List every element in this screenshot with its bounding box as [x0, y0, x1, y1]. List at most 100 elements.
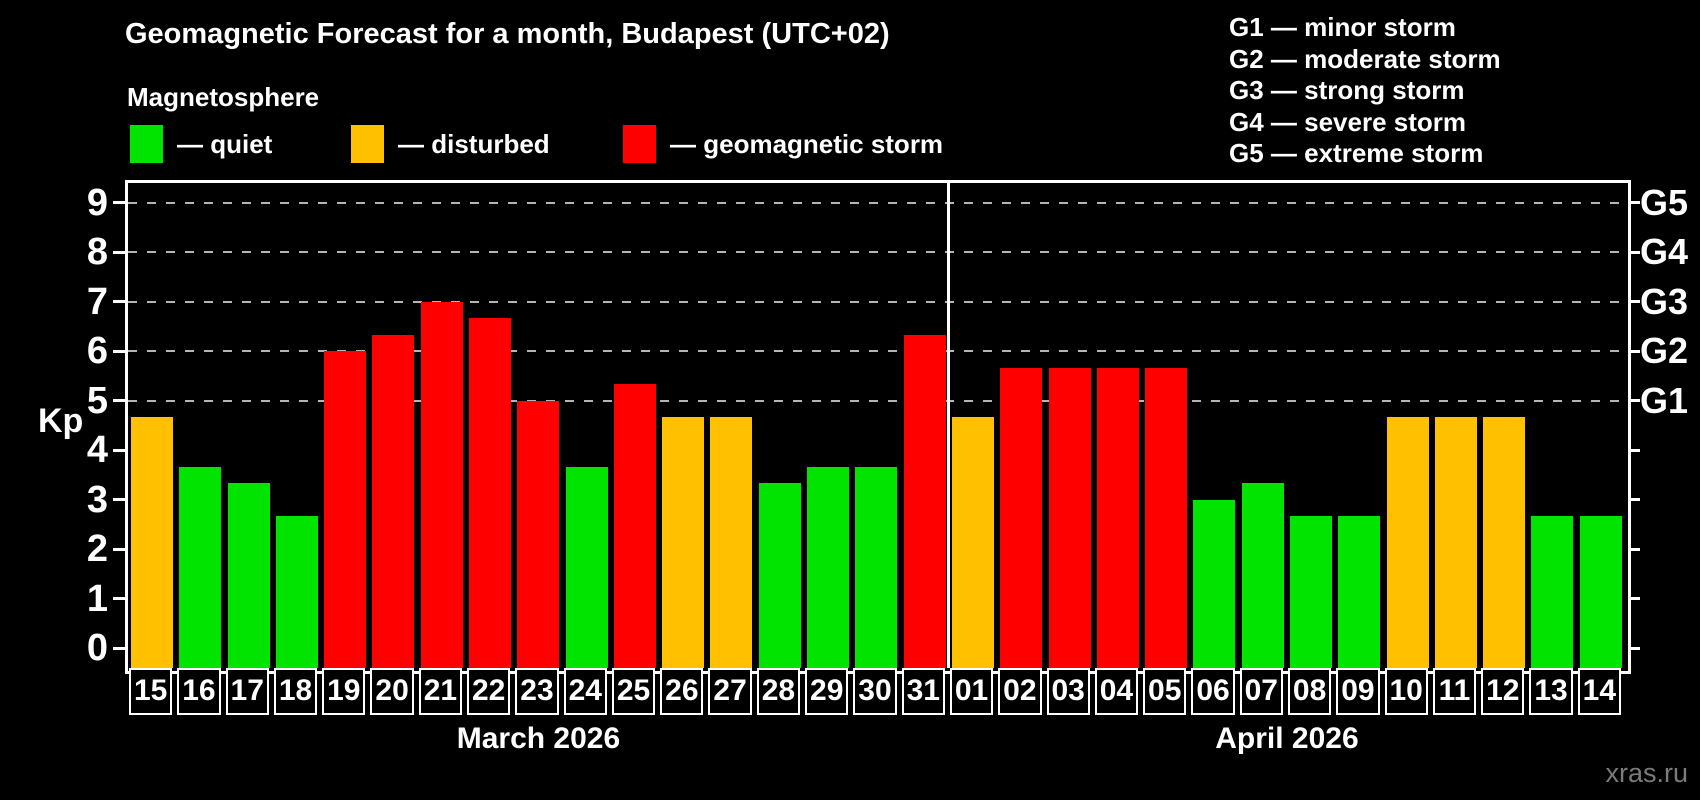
- g-scale-legend-line: G5 — extreme storm: [1229, 138, 1484, 168]
- page-title: Geomagnetic Forecast for a month, Budape…: [125, 18, 890, 50]
- kp-bar: [227, 483, 270, 668]
- legend-label-quiet: — quiet: [177, 128, 273, 159]
- kp-bar: [1338, 516, 1381, 668]
- right-axis-tick: [1628, 349, 1640, 353]
- kp-bar: [1193, 499, 1236, 668]
- y-tick-label: 3: [86, 478, 108, 521]
- day-label: 27: [708, 668, 752, 715]
- day-label: 13: [1529, 668, 1573, 715]
- kp-bar: [807, 466, 850, 668]
- disturbed-color-swatch: [351, 125, 384, 163]
- kp-bar: [1531, 516, 1574, 668]
- gridline: [128, 399, 1625, 402]
- kp-bar: [903, 334, 946, 668]
- day-label: 17: [225, 668, 269, 715]
- day-label: 26: [660, 668, 704, 715]
- y-tick-label: 0: [86, 627, 108, 670]
- y-tick-label: 4: [86, 429, 108, 472]
- y-axis-tick: [113, 300, 125, 304]
- gridline: [128, 350, 1625, 353]
- day-label: 18: [273, 668, 318, 715]
- month-label: March 2026: [456, 722, 621, 755]
- right-axis-tick: [1628, 399, 1640, 403]
- right-axis-tick: [1628, 250, 1640, 254]
- g-scale-label: G1: [1640, 379, 1689, 421]
- day-label: 31: [901, 668, 945, 715]
- g-scale-legend: G1 — minor storm G2 — moderate storm G3 …: [1229, 12, 1501, 170]
- storm-color-swatch: [623, 125, 656, 163]
- day-label: 10: [1384, 668, 1428, 715]
- kp-bar: [469, 318, 512, 668]
- kp-bar: [1434, 417, 1477, 668]
- quiet-color-swatch: [130, 125, 163, 163]
- kp-bar: [662, 417, 705, 668]
- y-tick-label: 7: [86, 280, 108, 323]
- day-label: 01: [949, 668, 994, 715]
- day-label: 30: [853, 668, 897, 715]
- legend-label-storm: — geomagnetic storm: [670, 128, 944, 159]
- day-label: 25: [611, 668, 656, 715]
- y-axis-tick: [113, 448, 125, 452]
- day-label: 19: [322, 668, 366, 715]
- right-axis-tick: [1628, 646, 1640, 650]
- kp-bar: [1289, 516, 1332, 668]
- subtitle-magnetosphere: Magnetosphere: [127, 82, 320, 112]
- kp-bar: [517, 400, 560, 668]
- day-label: 05: [1143, 668, 1187, 715]
- y-axis-tick: [113, 349, 125, 353]
- kp-bar: [1145, 367, 1188, 668]
- day-label: 16: [177, 668, 221, 715]
- day-label: 14: [1577, 668, 1621, 715]
- day-label: 07: [1239, 668, 1283, 715]
- kp-bar: [758, 483, 801, 668]
- y-tick-label: 6: [86, 330, 108, 373]
- kp-bar: [131, 417, 173, 668]
- right-axis-tick: [1628, 201, 1640, 205]
- y-axis-tick: [113, 250, 125, 254]
- legend-label-disturbed: — disturbed: [398, 128, 550, 159]
- g-scale-legend-line: G4 — severe storm: [1229, 106, 1467, 137]
- y-axis-tick: [113, 547, 125, 551]
- kp-bar: [1483, 417, 1526, 668]
- gridline: [128, 251, 1625, 254]
- day-label: 09: [1336, 668, 1380, 715]
- kp-bar: [1096, 367, 1139, 668]
- day-label: 03: [1046, 668, 1090, 715]
- day-label: 20: [370, 668, 414, 715]
- right-axis-tick: [1628, 300, 1640, 304]
- kp-bar: [275, 516, 318, 668]
- y-tick-label: 9: [86, 181, 108, 224]
- gridline: [128, 300, 1625, 303]
- y-axis-tick: [113, 201, 125, 205]
- kp-bar: [565, 466, 608, 668]
- right-axis-tick: [1628, 597, 1640, 601]
- kp-bar: [372, 334, 415, 668]
- y-axis-tick: [113, 399, 125, 403]
- day-label: 28: [756, 668, 801, 715]
- kp-bar: [420, 301, 463, 668]
- day-label: 29: [805, 668, 849, 715]
- day-label: 08: [1287, 668, 1332, 715]
- right-axis-tick: [1628, 547, 1640, 551]
- month-separator-line: [947, 183, 951, 668]
- day-label: 06: [1191, 668, 1235, 715]
- right-axis-tick: [1628, 448, 1640, 452]
- day-label: 23: [515, 668, 559, 715]
- day-label: 04: [1094, 668, 1139, 715]
- y-axis-title: Kp: [38, 402, 84, 440]
- kp-bar: [179, 466, 222, 668]
- kp-bar: [1579, 516, 1622, 668]
- month-label: April 2026: [1215, 722, 1359, 755]
- legend-item-storm: — geomagnetic storm: [623, 124, 943, 164]
- legend-item-disturbed: — disturbed: [351, 124, 550, 164]
- day-label: 22: [467, 668, 511, 715]
- day-label: 24: [563, 668, 607, 715]
- day-label: 12: [1481, 668, 1525, 715]
- g-scale-label: G3: [1640, 280, 1689, 322]
- right-axis-tick: [1628, 498, 1640, 502]
- g-scale-label: G2: [1640, 330, 1689, 372]
- day-label: 15: [129, 668, 173, 715]
- watermark: xras.ru: [1605, 758, 1688, 788]
- kp-bar: [1000, 367, 1043, 668]
